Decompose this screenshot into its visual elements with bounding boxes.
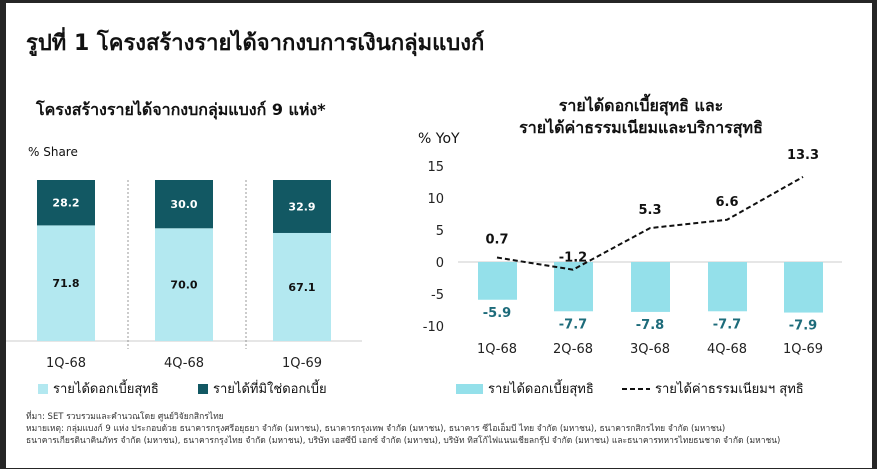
yoy-bar bbox=[554, 262, 593, 312]
yoy-bar bbox=[478, 262, 517, 300]
y-tick-label: -5 bbox=[431, 288, 444, 303]
figure-title: รูปที่ 1 โครงสร้างรายได้จากงบการเงินกลุ่… bbox=[26, 31, 485, 56]
line-value-label: 13.3 bbox=[787, 148, 819, 163]
fee-yoy-line bbox=[496, 176, 804, 271]
legend-item-non-ii: รายได้ที่มิใช่ดอกเบี้ย bbox=[198, 378, 327, 399]
legend-swatch bbox=[38, 383, 48, 394]
legend-label: รายได้ที่มิใช่ดอกเบี้ย bbox=[213, 382, 327, 397]
legend-swatch bbox=[198, 383, 208, 394]
right-chart-title: รายได้ดอกเบี้ยสุทธิ และ รายได้ค่าธรรมเนี… bbox=[446, 95, 836, 139]
bar-value-label: 32.9 bbox=[288, 200, 315, 213]
x-tick-label: 1Q-69 bbox=[783, 342, 823, 357]
x-tick-label: 4Q-68 bbox=[707, 342, 747, 357]
x-tick-label: 3Q-68 bbox=[630, 342, 670, 357]
x-tick-label: 1Q-68 bbox=[46, 356, 86, 371]
legend-label: รายได้ดอกเบี้ยสุทธิ bbox=[488, 382, 594, 397]
bar-value-label: 28.2 bbox=[52, 197, 79, 210]
x-tick-label: 1Q-68 bbox=[477, 342, 517, 357]
stacked-bar-segment bbox=[155, 180, 213, 229]
x-tick-label: 4Q-68 bbox=[164, 356, 204, 371]
yoy-bar bbox=[631, 262, 670, 312]
legend-item-nii: รายได้ดอกเบี้ยสุทธิ bbox=[38, 378, 159, 399]
line-value-label: 5.3 bbox=[638, 203, 661, 218]
stacked-bar-segment bbox=[37, 180, 95, 226]
footnotes: ที่มา: SET รวบรวมและคำนวณโดย ศูนย์วิจัยก… bbox=[26, 411, 780, 447]
bar-value-label: -5.9 bbox=[483, 306, 511, 321]
charts-svg: 71.8 28.2 1Q-68 70.0 30.0 4Q-68 67.1 32.9 1Q-69 1… bbox=[6, 148, 842, 371]
stacked-bar-segment bbox=[273, 232, 331, 341]
legend-swatch bbox=[456, 383, 483, 394]
remark-line-1: หมายเหตุ: กลุ่มแบงก์ 9 แห่ง ประกอบด้วย ธ… bbox=[26, 424, 726, 434]
bar-value-label: 67.1 bbox=[288, 281, 315, 294]
y-tick-label: 0 bbox=[436, 256, 444, 271]
line-value-label: -1.2 bbox=[559, 251, 587, 266]
figure-panel: รูปที่ 1 โครงสร้างรายได้จากงบการเงินกลุ่… bbox=[6, 3, 872, 468]
right-title-line-1: รายได้ดอกเบี้ยสุทธิ และ bbox=[558, 96, 724, 115]
yoy-bar bbox=[708, 262, 747, 312]
stacked-bar-segment bbox=[37, 225, 95, 341]
stacked-bar-segment bbox=[273, 180, 331, 233]
line-value-label: 6.6 bbox=[715, 195, 738, 210]
legend-item-fee-yoy: รายได้ค่าธรรมเนียมฯ สุทธิ bbox=[622, 378, 804, 399]
bar-value-label: -7.8 bbox=[636, 318, 664, 333]
legend-label: รายได้ดอกเบี้ยสุทธิ bbox=[53, 382, 159, 397]
stacked-bar-segment bbox=[155, 228, 213, 341]
y-tick-label: 10 bbox=[427, 192, 444, 207]
bar-value-label: -7.7 bbox=[713, 317, 741, 332]
x-tick-label: 1Q-69 bbox=[282, 356, 322, 371]
remark-line-2: ธนาคารเกียรตินาคินภัทร จำกัด (มหาชน), ธน… bbox=[26, 436, 781, 446]
y-tick-label: -10 bbox=[423, 320, 444, 335]
yoy-bar bbox=[784, 262, 823, 313]
line-value-label: 0.7 bbox=[485, 233, 508, 248]
bar-value-label: -7.9 bbox=[789, 319, 817, 334]
legend-item-nii-yoy: รายได้ดอกเบี้ยสุทธิ bbox=[456, 378, 594, 399]
bar-value-label: -7.7 bbox=[559, 317, 587, 332]
legend-dash-icon bbox=[622, 387, 650, 390]
y-tick-label: 15 bbox=[427, 160, 444, 175]
bar-value-label: 71.8 bbox=[52, 277, 79, 290]
bar-value-label: 30.0 bbox=[170, 198, 197, 211]
left-chart-title: โครงสร้างรายได้จากงบกลุ่มแบงก์ 9 แห่ง* bbox=[36, 100, 326, 119]
y-tick-label: 5 bbox=[436, 224, 444, 239]
source-note: ที่มา: SET รวบรวมและคำนวณโดย ศูนย์วิจัยก… bbox=[26, 412, 224, 422]
x-tick-label: 2Q-68 bbox=[553, 342, 593, 357]
right-chart-unit: % YoY bbox=[418, 131, 460, 147]
right-title-line-2: รายได้ค่าธรรมเนียมและบริการสุทธิ bbox=[519, 118, 763, 137]
bar-value-label: 70.0 bbox=[170, 279, 197, 292]
left-chart-unit: % Share bbox=[28, 145, 78, 159]
legend-label: รายได้ค่าธรรมเนียมฯ สุทธิ bbox=[655, 382, 804, 397]
